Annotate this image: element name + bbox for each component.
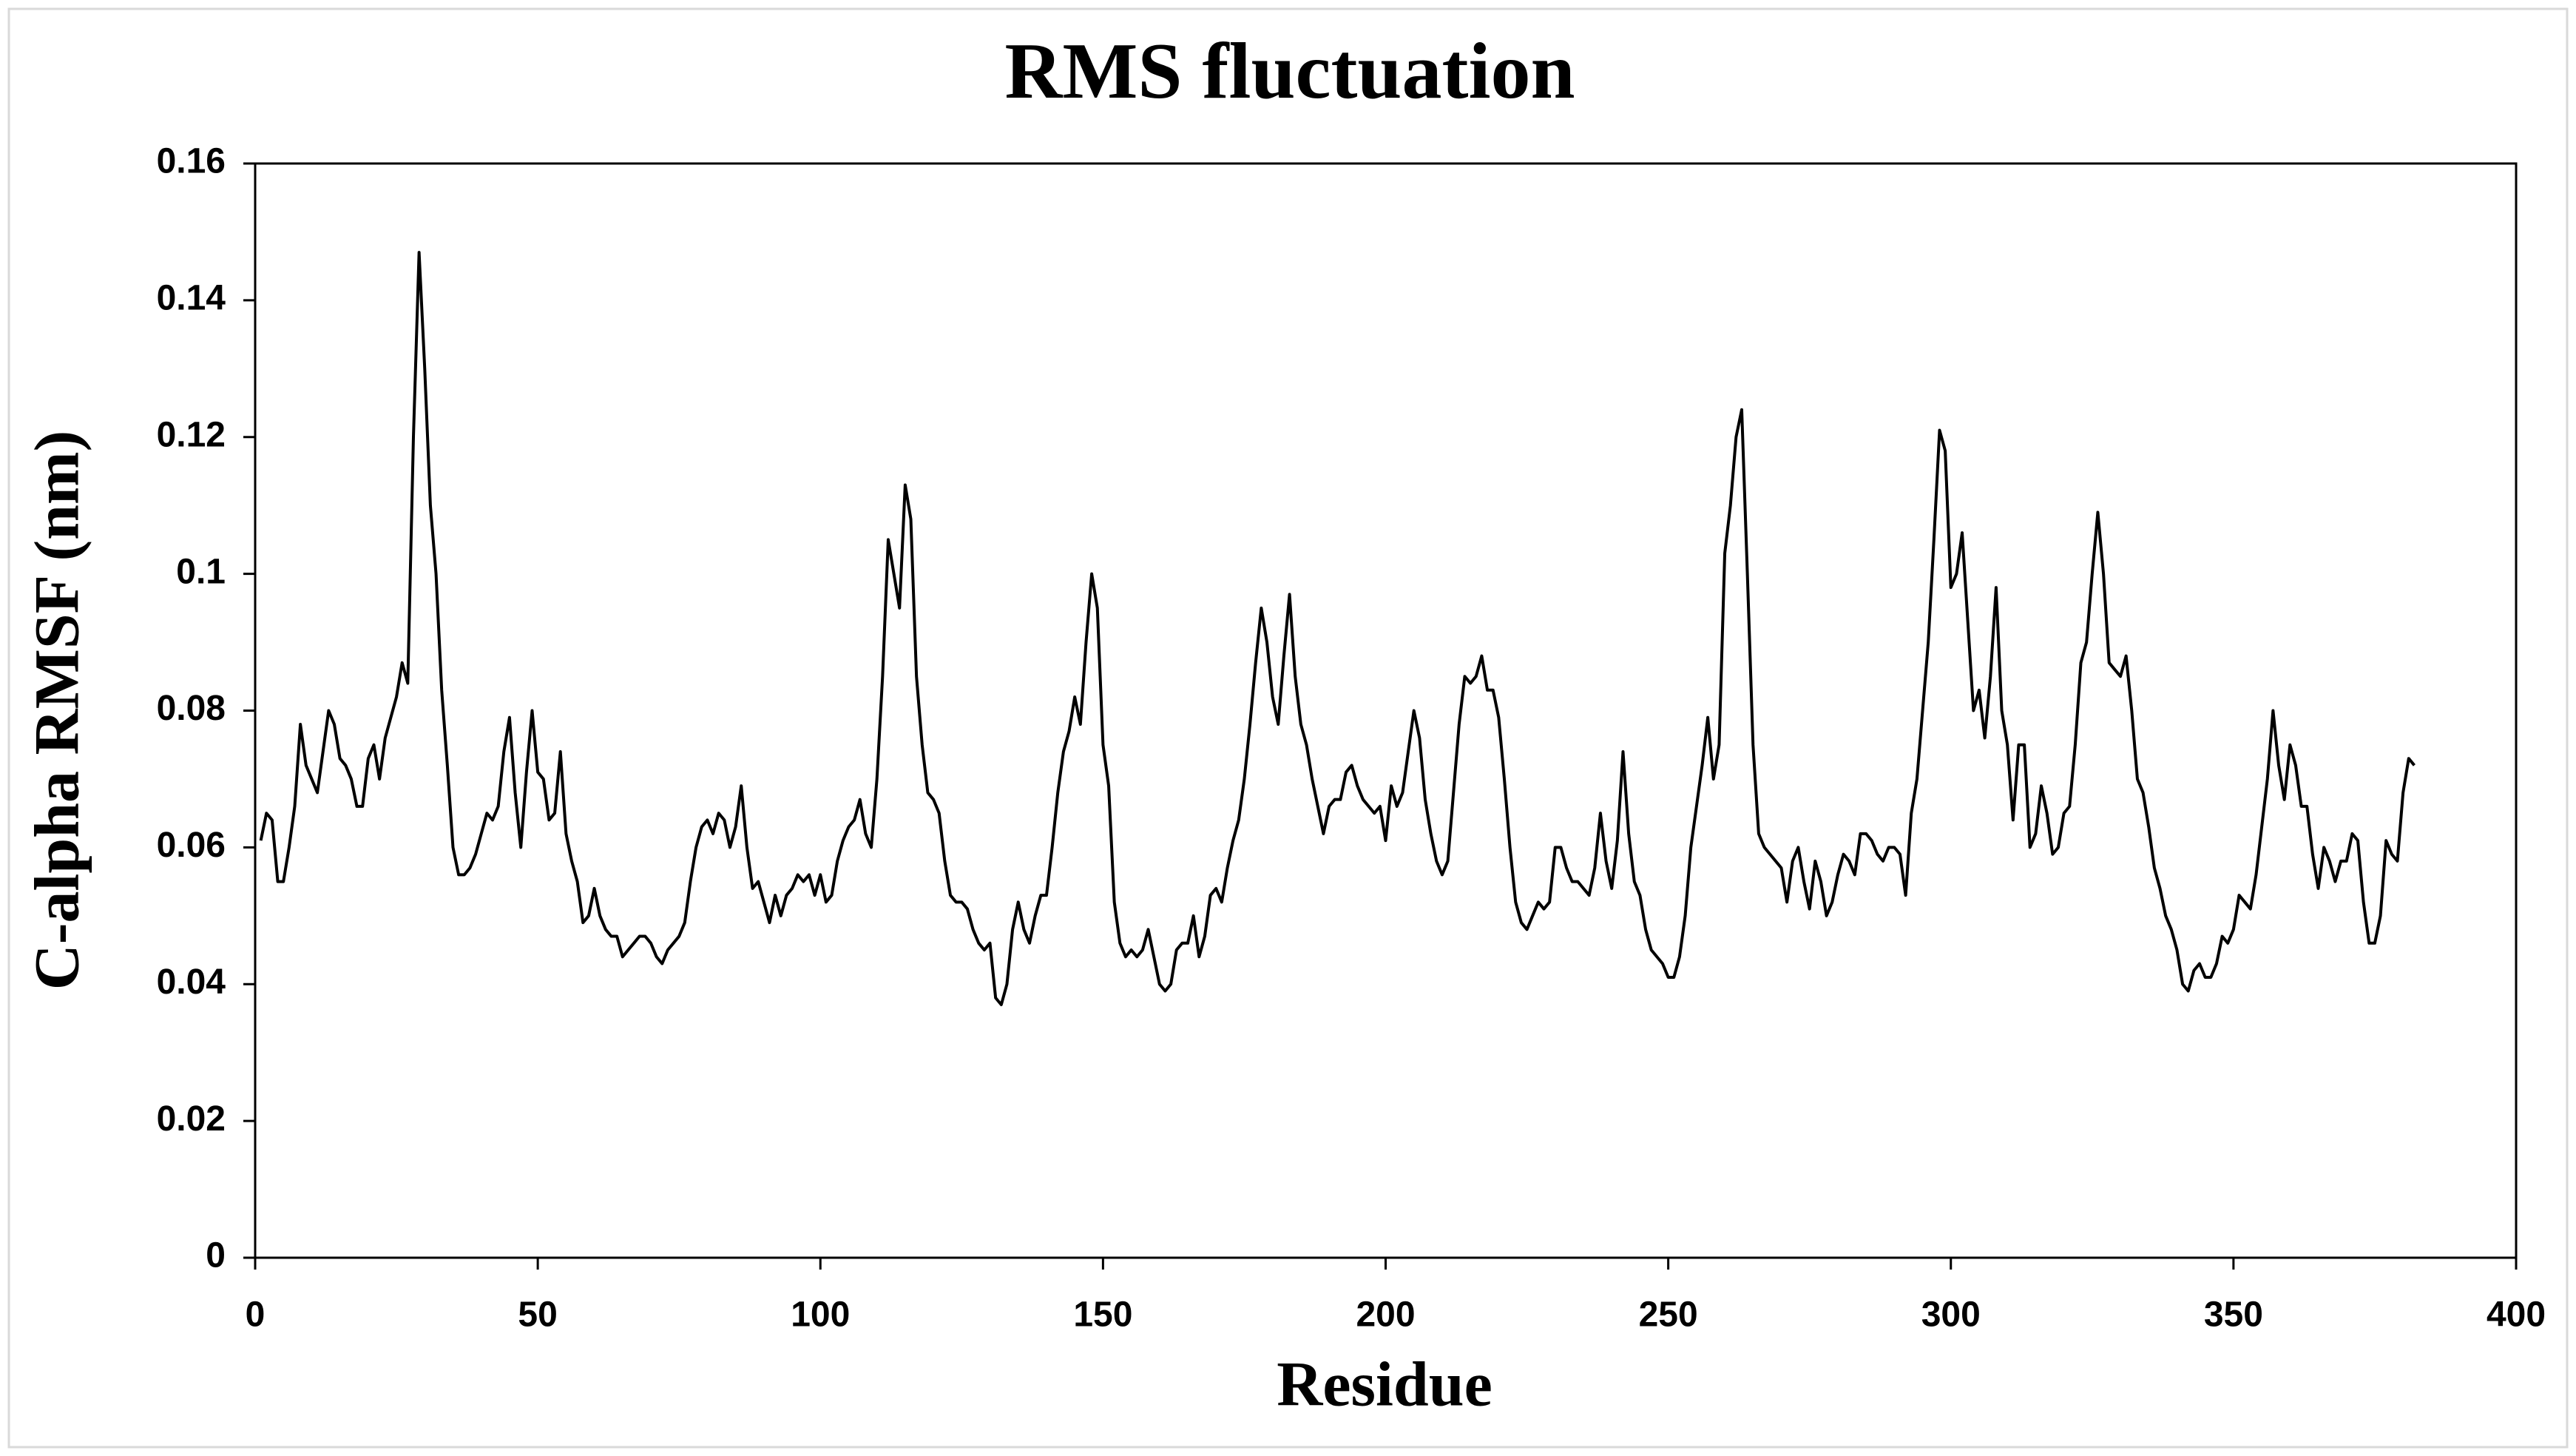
x-tick-label: 100	[791, 1295, 850, 1335]
y-tick-label: 0.08	[157, 689, 226, 728]
y-tick-label: 0.06	[157, 826, 226, 865]
x-tick-label: 150	[1073, 1295, 1132, 1335]
x-tick-label: 400	[2487, 1295, 2546, 1335]
x-tick-label: 200	[1356, 1295, 1415, 1335]
y-tick-label: 0.02	[157, 1099, 226, 1139]
line-series	[259, 251, 2416, 1006]
x-axis-label: Residue	[1277, 1349, 1492, 1420]
y-axis-label: C-alpha RMSF (nm)	[21, 431, 92, 991]
y-tick-label: 0.12	[157, 415, 226, 454]
x-tick-label: 0	[246, 1295, 266, 1335]
y-tick-label: 0.16	[157, 142, 226, 181]
y-tick-label: 0	[206, 1236, 226, 1275]
chart-border	[7, 7, 2569, 1449]
y-tick-label: 0.14	[157, 279, 226, 318]
chart-title: RMS fluctuation	[1004, 27, 1575, 115]
y-tick-label: 0.04	[157, 963, 226, 1002]
x-tick-label: 300	[1921, 1295, 1981, 1335]
x-tick-label: 350	[2204, 1295, 2263, 1335]
y-tick-label: 0.1	[176, 552, 226, 591]
x-tick-label: 250	[1639, 1295, 1698, 1335]
x-tick-label: 50	[518, 1295, 557, 1335]
